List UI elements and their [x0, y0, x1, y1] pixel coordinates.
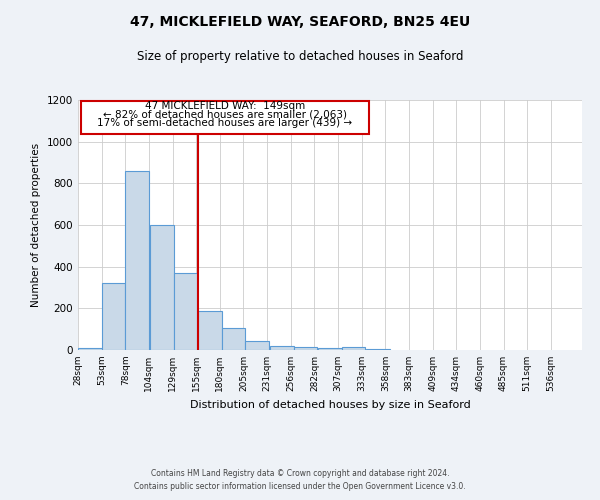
Text: ← 82% of detached houses are smaller (2,063): ← 82% of detached houses are smaller (2,… [103, 110, 347, 120]
Bar [245, 340, 269, 350]
Text: 47, MICKLEFIELD WAY, SEAFORD, BN25 4EU: 47, MICKLEFIELD WAY, SEAFORD, BN25 4EU [130, 15, 470, 29]
Bar [293, 347, 317, 350]
Bar [198, 312, 222, 350]
Bar [367, 349, 390, 350]
FancyBboxPatch shape [81, 100, 369, 134]
Text: 47 MICKLEFIELD WAY:  149sqm: 47 MICKLEFIELD WAY: 149sqm [145, 102, 305, 112]
Bar [173, 273, 197, 350]
Text: Contains public sector information licensed under the Open Government Licence v3: Contains public sector information licen… [134, 482, 466, 491]
Bar [270, 346, 293, 350]
Bar [125, 171, 149, 350]
Y-axis label: Number of detached properties: Number of detached properties [31, 143, 41, 307]
Bar [150, 225, 173, 350]
Bar [78, 348, 101, 350]
Bar [222, 328, 245, 350]
Bar [318, 348, 342, 350]
Text: Size of property relative to detached houses in Seaford: Size of property relative to detached ho… [137, 50, 463, 63]
Text: Contains HM Land Registry data © Crown copyright and database right 2024.: Contains HM Land Registry data © Crown c… [151, 468, 449, 477]
Bar [342, 347, 365, 350]
X-axis label: Distribution of detached houses by size in Seaford: Distribution of detached houses by size … [190, 400, 470, 409]
Bar [101, 284, 125, 350]
Text: 17% of semi-detached houses are larger (439) →: 17% of semi-detached houses are larger (… [97, 118, 353, 128]
